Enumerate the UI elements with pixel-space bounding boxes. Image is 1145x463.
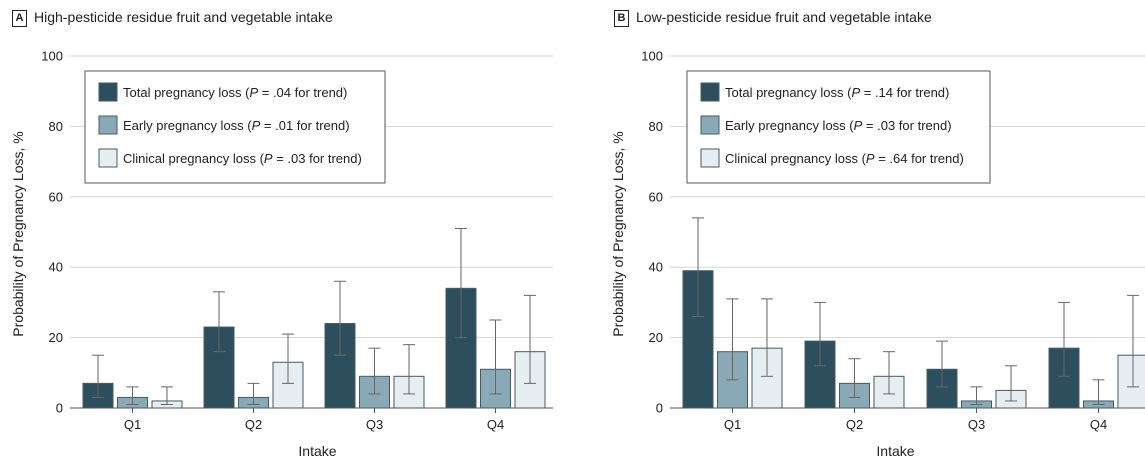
panel-a-y-tick-label: 0 — [56, 401, 63, 416]
panel-b-y-axis-title: Probability of Pregnancy Loss, % — [610, 131, 626, 336]
panel-a-legend-label: Early pregnancy loss (P = .01 for trend) — [123, 118, 350, 133]
panel-a-letter: A — [12, 10, 27, 27]
panel-b-legend-box — [686, 70, 991, 184]
panel-a-x-tick-label: Q4 — [487, 417, 504, 432]
panel-a-legend-label: Clinical pregnancy loss (P = .03 for tre… — [123, 151, 362, 166]
panel-a-y-tick-label: 60 — [49, 189, 63, 204]
panel-b-y-tick-label: 0 — [656, 401, 663, 416]
panel-b-legend-swatch — [700, 82, 720, 102]
panel-b-x-axis-title: Intake — [876, 443, 914, 459]
panel-a-legend-swatch — [98, 115, 118, 135]
panel-a-x-tick-label: Q3 — [366, 417, 383, 432]
panel-b-legend-label: Early pregnancy loss (P = .03 for trend) — [725, 118, 952, 133]
panel-a-legend-label: Total pregnancy loss (P = .04 for trend) — [123, 85, 347, 100]
panel-b-x-tick-label: Q1 — [724, 417, 741, 432]
panel-a-chart: 0 20 40 60 80 100 Probability of Pregnancy Los… — [10, 49, 553, 459]
panel-a-legend-swatch — [98, 148, 118, 168]
panel-a-x-tick-label: Q1 — [124, 417, 141, 432]
panel-a-title-text: High-pesticide residue fruit and vegetab… — [34, 9, 333, 25]
panel-a-legend-swatch — [98, 82, 118, 102]
panel-a-y-tick-label: 100 — [41, 49, 63, 64]
panel-b-x-tick-label: Q2 — [846, 417, 863, 432]
panel-b-bar — [1117, 354, 1145, 409]
panel-a-y-tick-label: 40 — [49, 260, 63, 275]
panel-b-legend-swatch — [700, 115, 720, 135]
panel-a-y-tick-label: 20 — [49, 330, 63, 345]
panel-a-title: A High-pesticide residue fruit and vegeta… — [12, 9, 333, 27]
panel-b-title: B Low-pesticide residue fruit and vegetab… — [614, 9, 932, 27]
panel-a-y-axis-title: Probability of Pregnancy Loss, % — [10, 131, 26, 336]
panel-a-legend-box — [84, 70, 386, 184]
panel-b-y-tick-label: 60 — [649, 189, 663, 204]
panel-b-x-tick-label: Q3 — [968, 417, 985, 432]
panel-a-x-tick-label: Q2 — [245, 417, 262, 432]
panel-a-x-axis-title: Intake — [298, 443, 336, 459]
panel-b-title-text: Low-pesticide residue fruit and vegetabl… — [636, 9, 932, 25]
panel-b-chart: 0 20 40 60 80 100 Probability of Pregnancy Los… — [610, 49, 1145, 459]
panel-b-legend-swatch — [700, 148, 720, 168]
panel-b-x-tick-label: Q4 — [1090, 417, 1107, 432]
panel-b-y-tick-label: 80 — [649, 119, 663, 134]
panel-a-y-tick-label: 80 — [49, 119, 63, 134]
panel-b-y-tick-label: 20 — [649, 330, 663, 345]
panel-b-y-tick-label: 100 — [641, 49, 663, 64]
panel-b-legend-label: Clinical pregnancy loss (P = .64 for tre… — [725, 151, 964, 166]
panel-b-y-tick-label: 40 — [649, 260, 663, 275]
panel-b-letter: B — [614, 10, 629, 27]
panel-b-legend-label: Total pregnancy loss (P = .14 for trend) — [725, 85, 949, 100]
